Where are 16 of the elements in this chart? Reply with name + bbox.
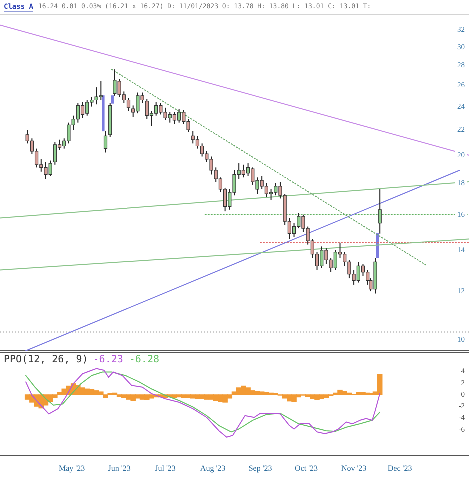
- bar: [282, 394, 288, 399]
- x-tick-label: May '23: [58, 464, 86, 473]
- x-tick-label: Sep '23: [248, 464, 272, 473]
- annotation: -6.23: [93, 354, 124, 366]
- bar: [254, 391, 260, 396]
- bar: [232, 392, 238, 396]
- bar: [377, 374, 383, 396]
- chart-title: PPO(12, 26, 9): [4, 354, 88, 366]
- x-tick-label: Jun '23: [108, 464, 131, 473]
- x-tick-label: Oct '23: [295, 464, 318, 473]
- x-tick-label: Nov '23: [341, 464, 367, 473]
- x-tick-label: Dec '23: [388, 464, 412, 473]
- bar: [190, 394, 196, 399]
- x-tick-label: Aug '23: [200, 464, 226, 473]
- annotation: -6.28: [129, 354, 160, 366]
- x-tick-label: Jul '23: [155, 464, 176, 473]
